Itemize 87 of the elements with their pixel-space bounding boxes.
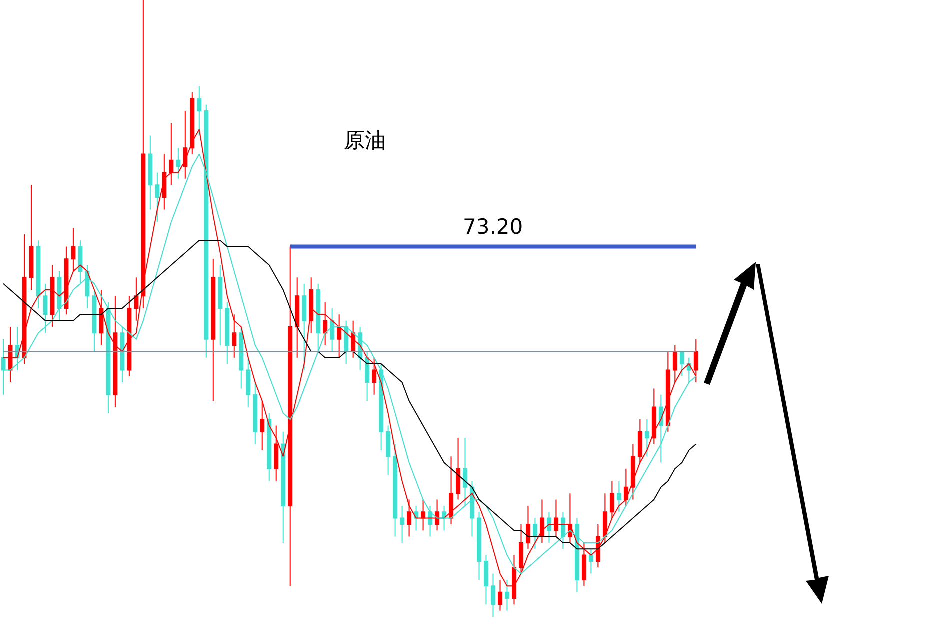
candlestick (43, 283, 48, 334)
candlestick (29, 184, 34, 290)
candlestick (658, 394, 664, 464)
candlestick (351, 320, 356, 358)
candlestick (602, 493, 608, 544)
candlestick (162, 154, 167, 210)
candlestick (295, 277, 300, 358)
candlestick (519, 524, 524, 574)
candlestick (36, 240, 41, 309)
candlestick (127, 296, 132, 377)
candlestick (414, 505, 418, 532)
candlestick (680, 351, 684, 377)
candlestick (260, 400, 265, 451)
candlestick (638, 419, 642, 464)
candlestick (498, 579, 502, 612)
candlestick (316, 283, 321, 352)
candlestick (274, 425, 279, 482)
candlestick (484, 554, 488, 606)
candlestick (232, 314, 237, 358)
candlestick (393, 444, 398, 538)
candlestick (148, 135, 153, 210)
candlestick (134, 277, 139, 322)
candlestick (463, 438, 468, 506)
candlestick (588, 548, 594, 574)
candlestick (239, 326, 244, 390)
candlestick (57, 270, 62, 322)
candlestick (211, 258, 216, 402)
candlestick (407, 499, 412, 538)
candlestick (491, 573, 496, 617)
candlestick (22, 234, 27, 365)
candlestick (596, 524, 600, 568)
candlestick (344, 320, 349, 365)
candlestick (672, 345, 678, 384)
candlestick (120, 326, 125, 384)
candlestick (85, 264, 90, 309)
candlestick (197, 86, 202, 136)
candlestick (442, 505, 446, 532)
candlestick (8, 326, 13, 384)
text: 原油 (344, 128, 386, 152)
candlestick (400, 505, 404, 544)
candlestick (246, 357, 251, 408)
candlestick (253, 382, 258, 445)
candlestick (337, 314, 342, 358)
candlestick (50, 264, 55, 328)
candlestick (92, 289, 97, 352)
candlestick (477, 512, 482, 580)
candlestick (78, 240, 83, 284)
candlestick (533, 518, 538, 550)
candlestick (526, 505, 530, 550)
candlestick (624, 468, 628, 506)
candlestick (666, 351, 670, 432)
candlestick (644, 419, 650, 458)
candlestick (505, 579, 510, 612)
candlestick (568, 493, 572, 544)
candlestick (155, 172, 160, 223)
candlestick (267, 412, 272, 482)
candlestick (456, 438, 460, 500)
candlestick (372, 357, 377, 396)
candlestick (616, 480, 622, 513)
candlestick (106, 302, 111, 414)
candlestick (302, 283, 307, 371)
candlestick (560, 512, 566, 550)
candlestick (309, 277, 314, 334)
candlestick (435, 499, 440, 532)
candlestick (99, 289, 104, 346)
candlestick (218, 264, 223, 346)
candlestick (610, 480, 614, 519)
candlestick (323, 302, 328, 346)
candlestick (281, 431, 286, 544)
annotation: 73.20 (463, 215, 524, 239)
candlestick (540, 499, 544, 544)
candlestick (365, 351, 370, 402)
candlestick (113, 296, 118, 408)
candlestick (652, 388, 656, 445)
candlestick (449, 456, 454, 525)
candlestick (428, 505, 432, 538)
candlestick (554, 499, 558, 538)
candlestick (330, 308, 335, 352)
candlestick (470, 480, 474, 538)
candlestick (176, 148, 181, 180)
candlestick (71, 228, 76, 272)
candlestick (379, 364, 384, 451)
candlestick (547, 512, 552, 544)
candlestick (421, 499, 426, 532)
candlestick (225, 302, 230, 365)
candlestick (630, 444, 636, 500)
candlestick (386, 425, 391, 476)
